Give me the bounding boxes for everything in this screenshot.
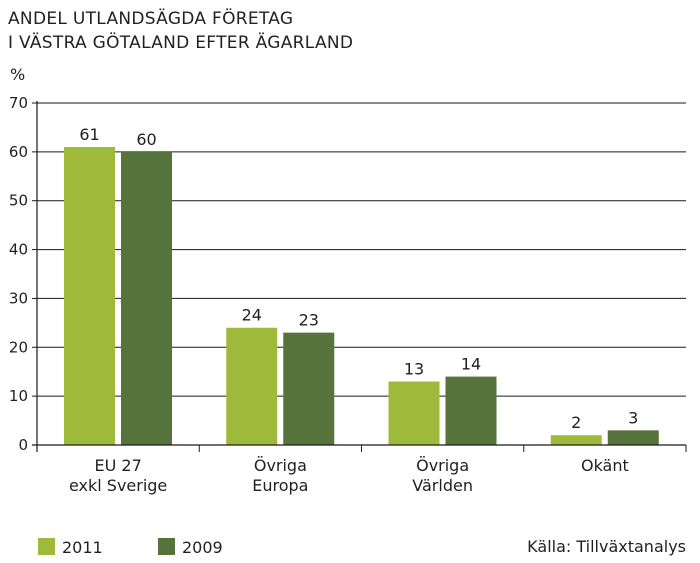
chart-title-line-2: I VÄSTRA GÖTALAND EFTER ÄGARLAND [8, 31, 353, 53]
category-label: Övriga [416, 456, 469, 475]
legend-swatch-2011 [38, 538, 55, 555]
y-tick-label: 20 [9, 338, 28, 356]
bar-2011 [64, 146, 115, 445]
data-label-2009: 3 [628, 408, 638, 427]
legend: 2011 2009 [38, 538, 223, 557]
bar-2011 [226, 327, 278, 445]
axes [32, 101, 687, 452]
data-label-2009: 23 [299, 311, 319, 330]
y-tick-label: 60 [9, 143, 28, 161]
data-label-2009: 60 [136, 130, 156, 149]
category-label: exkl Sverige [69, 476, 167, 495]
data-label-2009: 14 [461, 355, 481, 374]
data-label-2011: 24 [242, 306, 262, 325]
y-tick-label: 30 [9, 289, 28, 307]
y-tick-label: 50 [9, 192, 28, 210]
bar-2009 [445, 376, 497, 445]
category-label: EU 27 [94, 456, 141, 475]
category-label: Okänt [581, 456, 629, 475]
category-label: Världen [412, 476, 473, 495]
y-axis-ticks: 0 10 20 30 40 50 60 70 [9, 94, 37, 454]
bar-2011 [550, 435, 602, 445]
legend-label-2009: 2009 [182, 538, 223, 557]
bar-2011 [388, 381, 440, 445]
bar-2009 [283, 332, 335, 445]
y-tick-label: 40 [9, 241, 28, 259]
bar-2009 [121, 151, 172, 445]
source-note: Källa: Tillväxtanalys [527, 537, 686, 556]
bars [64, 146, 659, 445]
data-label-2011: 13 [404, 359, 424, 378]
legend-swatch-2009 [158, 538, 175, 555]
data-label-2011: 2 [571, 413, 581, 432]
y-tick-label: 70 [9, 94, 28, 112]
data-label-2011: 61 [79, 125, 99, 144]
y-tick-label: 10 [9, 387, 28, 405]
legend-label-2011: 2011 [62, 538, 103, 557]
category-label: Övriga [254, 456, 307, 475]
bar-2009 [607, 430, 659, 445]
y-axis-unit: % [10, 65, 25, 84]
chart-title-line-1: ANDEL UTLANDSÄGDA FÖRETAG [8, 7, 293, 29]
y-tick-label: 0 [18, 436, 28, 454]
category-label: Europa [252, 476, 308, 495]
